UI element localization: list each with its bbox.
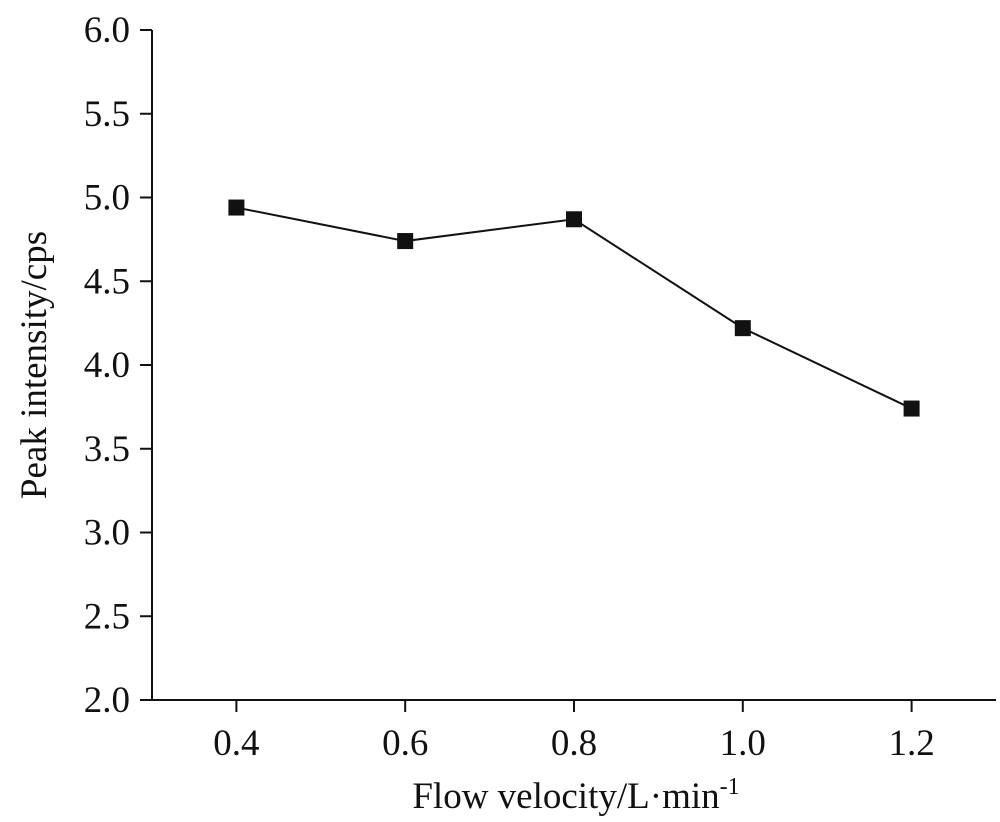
y-tick-label: 6.0 — [84, 10, 130, 51]
data-point-marker — [903, 400, 920, 417]
data-point-marker — [566, 211, 582, 228]
x-axis: 0.4 0.6 0.8 1.0 1.2 — [152, 699, 996, 764]
x-tick-label: 0.4 — [213, 723, 259, 764]
x-tick-label: 0.6 — [382, 723, 428, 764]
x-tick-label: 1.0 — [720, 723, 766, 764]
data-point-marker — [228, 199, 245, 216]
y-tick-label: 2.0 — [84, 680, 130, 721]
data-point-marker — [734, 320, 751, 337]
y-ticks: 2.0 2.5 3.0 3.5 4.0 4.5 5.0 5.5 6.0 — [84, 10, 152, 721]
x-axis-label: Flow velocity/L·min-1 — [412, 774, 739, 817]
data-point-marker — [397, 233, 414, 250]
y-tick-label: 4.5 — [84, 261, 130, 302]
x-ticks: 0.4 0.6 0.8 1.0 1.2 — [213, 700, 935, 764]
y-tick-label: 3.5 — [84, 429, 130, 470]
series-layer — [228, 199, 920, 417]
x-tick-label: 0.8 — [551, 723, 597, 764]
series-line — [236, 206, 913, 410]
y-tick-label: 3.0 — [84, 513, 130, 554]
y-tick-label: 5.5 — [84, 94, 130, 135]
y-axis-label: Peak intensity/cps — [14, 231, 55, 499]
y-tick-label: 2.5 — [84, 596, 130, 637]
y-tick-label: 5.0 — [84, 178, 130, 219]
y-axis: 2.0 2.5 3.0 3.5 4.0 4.5 5.0 5.5 6.0 — [84, 10, 153, 721]
x-axis-label-superscript: -1 — [720, 774, 740, 800]
x-axis-label-text: Flow velocity/L·min — [412, 776, 719, 817]
x-tick-label: 1.2 — [888, 723, 934, 764]
y-tick-label: 4.0 — [84, 345, 130, 386]
